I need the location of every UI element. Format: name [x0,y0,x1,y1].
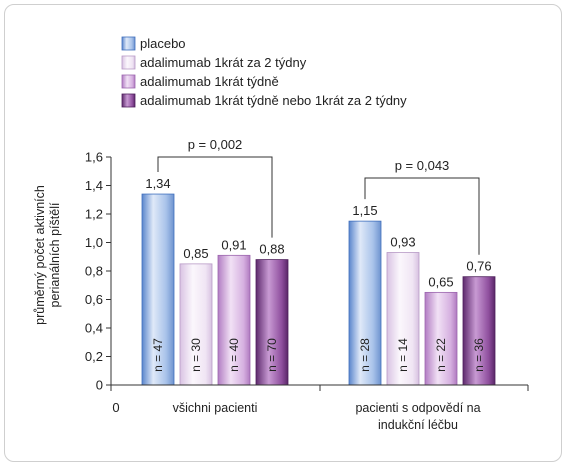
y-axis-title-line-0: průměrný počet aktivních [33,185,47,325]
bar-1-1 [386,252,420,386]
legend: placebo adalimumab 1krát za 2 týdny adalim… [121,36,407,108]
y-tick-label-6: 1,2 [85,207,103,222]
y-axis: 0 0,2 0,4 0,6 0,8 1,0 1,2 1,4 1,6 průměrný počet … [33,150,112,393]
bar-1-2 [424,291,458,386]
value-label-0-1: 0,85 [183,246,208,261]
y-tick-label-3: 0,6 [85,292,103,307]
category-label-0-0: všichni pacienti [173,401,258,415]
value-label-1-0: 1,15 [352,203,377,218]
chart-frame [4,4,562,462]
pvalue-bracket-1 [364,177,480,255]
y-tick-label-7: 1,4 [85,178,103,193]
y-tick-label-8: 1,6 [85,150,103,165]
y-tick-label-2: 0,4 [85,321,103,336]
legend-swatch-1 [121,55,136,70]
value-label-1-2: 0,65 [428,274,453,289]
category-label-1-0: pacienti s odpovědí na [355,401,480,415]
value-label-1-3: 0,76 [466,259,491,274]
x-axis: 0 všichni pacienti pacienti s odpovědí na i… [110,384,529,432]
legend-label-1: adalimumab 1krát za 2 týdny [140,55,307,70]
legend-swatch-2 [121,74,136,89]
pvalue-bracket-0 [157,156,273,238]
n-label-1-2: n = 22 [434,338,448,372]
bar-0-3 [255,259,289,386]
y-tick-label-5: 1,0 [85,235,103,250]
y-tick-label-0: 0 [96,378,103,393]
x-origin-label: 0 [112,400,119,415]
value-label-0-0: 1,34 [145,176,170,191]
y-axis-title-line-1: perianálních píštělí [48,202,62,307]
value-labels: 1,34 n = 47 0,85 n = 30 0,91 n = 40 0,88 n = 70… [145,176,491,372]
legend-swatch-0 [121,36,136,51]
y-tick-label-1: 0,2 [85,349,103,364]
legend-label-0: placebo [140,36,186,51]
n-label-0-1: n = 30 [189,338,203,372]
value-label-1-1: 0,93 [390,234,415,249]
value-label-0-3: 0,88 [259,242,284,257]
value-label-0-2: 0,91 [221,237,246,252]
legend-label-2: adalimumab 1krát týdně [140,74,279,89]
bar-0-2 [217,254,251,386]
bar-1-3 [462,276,496,386]
legend-swatch-3 [121,93,136,108]
n-label-1-0: n = 28 [358,338,372,372]
pvalue-label-1: p = 0,043 [395,158,450,173]
n-label-1-1: n = 14 [396,338,410,372]
pvalue-label-0: p = 0,002 [188,137,243,152]
legend-label-3: adalimumab 1krát týdně nebo 1krát za 2 t… [140,93,407,108]
pvalue-brackets: p = 0,002 p = 0,043 [157,137,480,255]
bar-1-0 [348,220,382,386]
category-label-1-1: indukční léčbu [378,418,458,432]
y-tick-label-4: 0,8 [85,264,103,279]
n-label-0-3: n = 70 [265,338,279,372]
n-label-0-0: n = 47 [151,338,165,372]
bar-0-0 [141,193,175,386]
n-label-1-3: n = 36 [472,338,486,372]
n-label-0-2: n = 40 [227,338,241,372]
